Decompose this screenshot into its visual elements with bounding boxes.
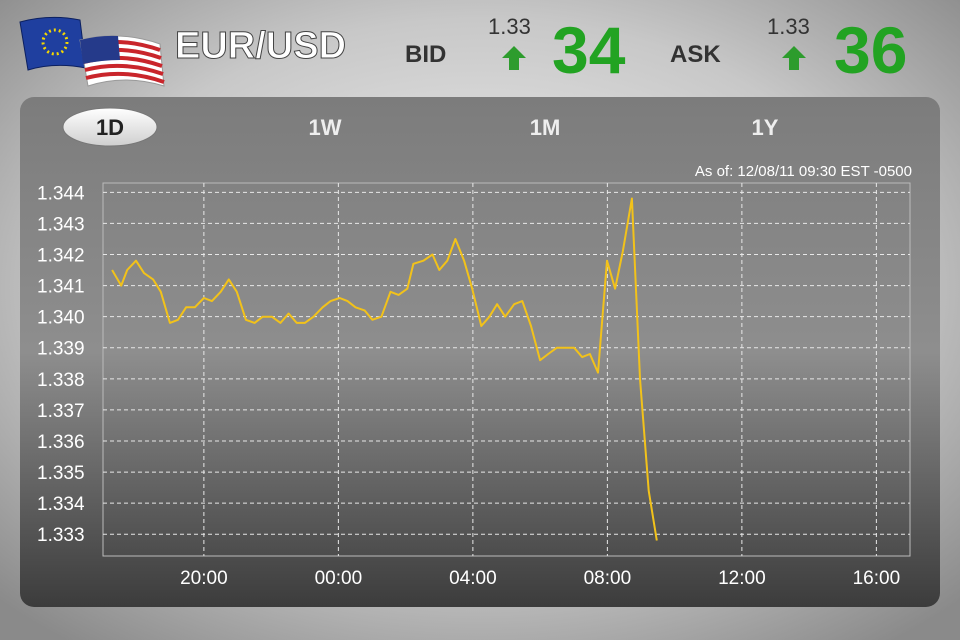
y-tick-label: 1.338 [37,370,85,391]
x-tick-label: 08:00 [584,568,632,589]
y-tick-label: 1.341 [37,277,85,298]
as-of-label: As of: 12/08/11 09:30 EST -0500 [695,163,912,180]
y-tick-label: 1.335 [37,463,85,484]
y-tick-label: 1.342 [37,245,85,266]
y-tick-label: 1.340 [37,308,85,329]
up-arrow-icon [502,46,526,70]
tab-selected-pill[interactable] [62,107,158,147]
y-tick-label: 1.334 [37,494,85,515]
y-tick-label: 1.337 [37,401,85,422]
y-tick-label: 1.339 [37,339,85,360]
x-tick-label: 00:00 [315,568,363,589]
time-range-tab[interactable]: 1M [530,115,561,140]
ask-prefix: 1.33 [767,14,810,39]
time-range-tab[interactable]: 1D [96,115,124,140]
chart-panel [20,97,940,607]
x-tick-label: 20:00 [180,568,228,589]
pair-title: EUR/USD [175,25,346,67]
x-tick-label: 12:00 [718,568,766,589]
x-tick-label: 16:00 [853,568,901,589]
x-tick-label: 04:00 [449,568,497,589]
ask-label: ASK [670,41,721,68]
ask-price: 36 [834,13,907,87]
price-line [111,197,658,541]
y-tick-label: 1.343 [37,214,85,235]
y-tick-label: 1.344 [37,183,85,204]
time-range-tab[interactable]: 1W [309,115,342,140]
bid-prefix: 1.33 [488,14,531,39]
bid-price: 34 [552,13,626,87]
bid-label: BID [405,41,446,68]
y-tick-label: 1.333 [37,525,85,546]
up-arrow-icon [782,46,806,70]
y-tick-label: 1.336 [37,432,85,453]
time-range-tab[interactable]: 1Y [752,115,779,140]
flag-icon [19,16,165,87]
plot-frame [102,182,911,557]
